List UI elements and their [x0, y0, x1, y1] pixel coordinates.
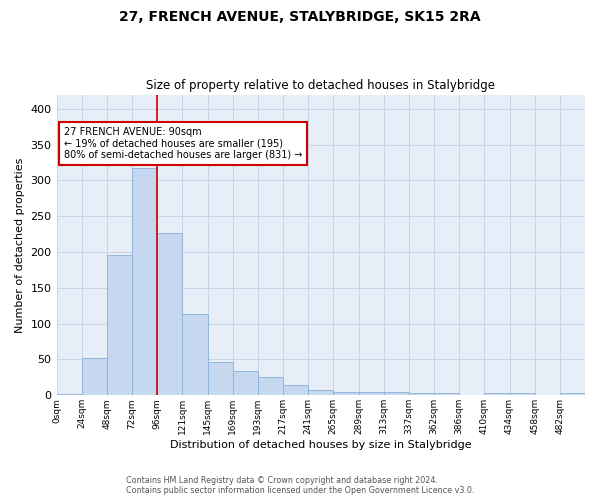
Bar	[383, 392, 409, 396]
Bar	[334, 392, 359, 396]
Bar	[484, 393, 509, 396]
Bar	[258, 378, 283, 396]
Bar	[409, 393, 434, 396]
Y-axis label: Number of detached properties: Number of detached properties	[15, 157, 25, 332]
Bar	[308, 390, 334, 396]
Bar	[56, 394, 82, 396]
Bar	[132, 168, 157, 396]
Text: 27 FRENCH AVENUE: 90sqm
← 19% of detached houses are smaller (195)
80% of semi-d: 27 FRENCH AVENUE: 90sqm ← 19% of detache…	[64, 127, 302, 160]
X-axis label: Distribution of detached houses by size in Stalybridge: Distribution of detached houses by size …	[170, 440, 472, 450]
Bar	[233, 371, 258, 396]
Title: Size of property relative to detached houses in Stalybridge: Size of property relative to detached ho…	[146, 79, 495, 92]
Bar	[182, 314, 208, 396]
Bar	[509, 393, 535, 396]
Bar	[157, 233, 182, 396]
Bar	[208, 362, 233, 396]
Bar	[359, 392, 383, 396]
Bar	[107, 255, 132, 396]
Text: Contains HM Land Registry data © Crown copyright and database right 2024.
Contai: Contains HM Land Registry data © Crown c…	[126, 476, 474, 495]
Bar	[434, 393, 459, 396]
Text: 27, FRENCH AVENUE, STALYBRIDGE, SK15 2RA: 27, FRENCH AVENUE, STALYBRIDGE, SK15 2RA	[119, 10, 481, 24]
Bar	[283, 386, 308, 396]
Bar	[82, 358, 107, 396]
Bar	[560, 393, 585, 396]
